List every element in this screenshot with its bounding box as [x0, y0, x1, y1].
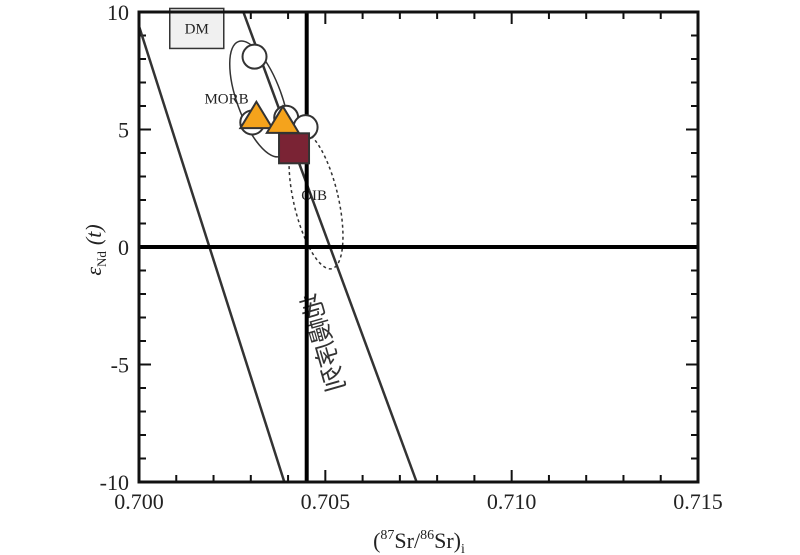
- circle-point: [241, 43, 268, 70]
- square-point: [278, 132, 311, 165]
- plot-frame: [137, 10, 700, 484]
- y-tick-label: 10: [107, 0, 129, 25]
- y-axis-title: εNd(t): [81, 224, 109, 275]
- y-tick-label: -5: [111, 353, 129, 378]
- x-tick-label: 0.715: [673, 489, 723, 514]
- y-tick-label: 5: [118, 118, 129, 143]
- x-tick-label: 0.705: [301, 489, 351, 514]
- x-tick-label: 0.710: [487, 489, 537, 514]
- dm-box: [169, 7, 225, 50]
- triangle-point: [238, 99, 275, 130]
- tick-labels-layer: 0.700 0.705 0.710 0.715 -10 -5 0 5 10: [100, 0, 723, 514]
- x-axis-title: (87Sr/86Sr)i: [373, 528, 465, 555]
- dm-label: DM: [185, 21, 209, 37]
- oib-field: [288, 130, 344, 270]
- mantle-array-left-line: [137, 25, 286, 483]
- y-tick-label: 0: [118, 235, 129, 260]
- data-points-layer: [238, 43, 319, 165]
- morb-label: MORB: [204, 92, 248, 108]
- y-tick-label: -10: [100, 470, 129, 495]
- x-tick-label: 0.700: [114, 489, 164, 514]
- reference-lines-layer: [139, 12, 698, 482]
- mantle-array-label: 地幔序列: [296, 290, 351, 394]
